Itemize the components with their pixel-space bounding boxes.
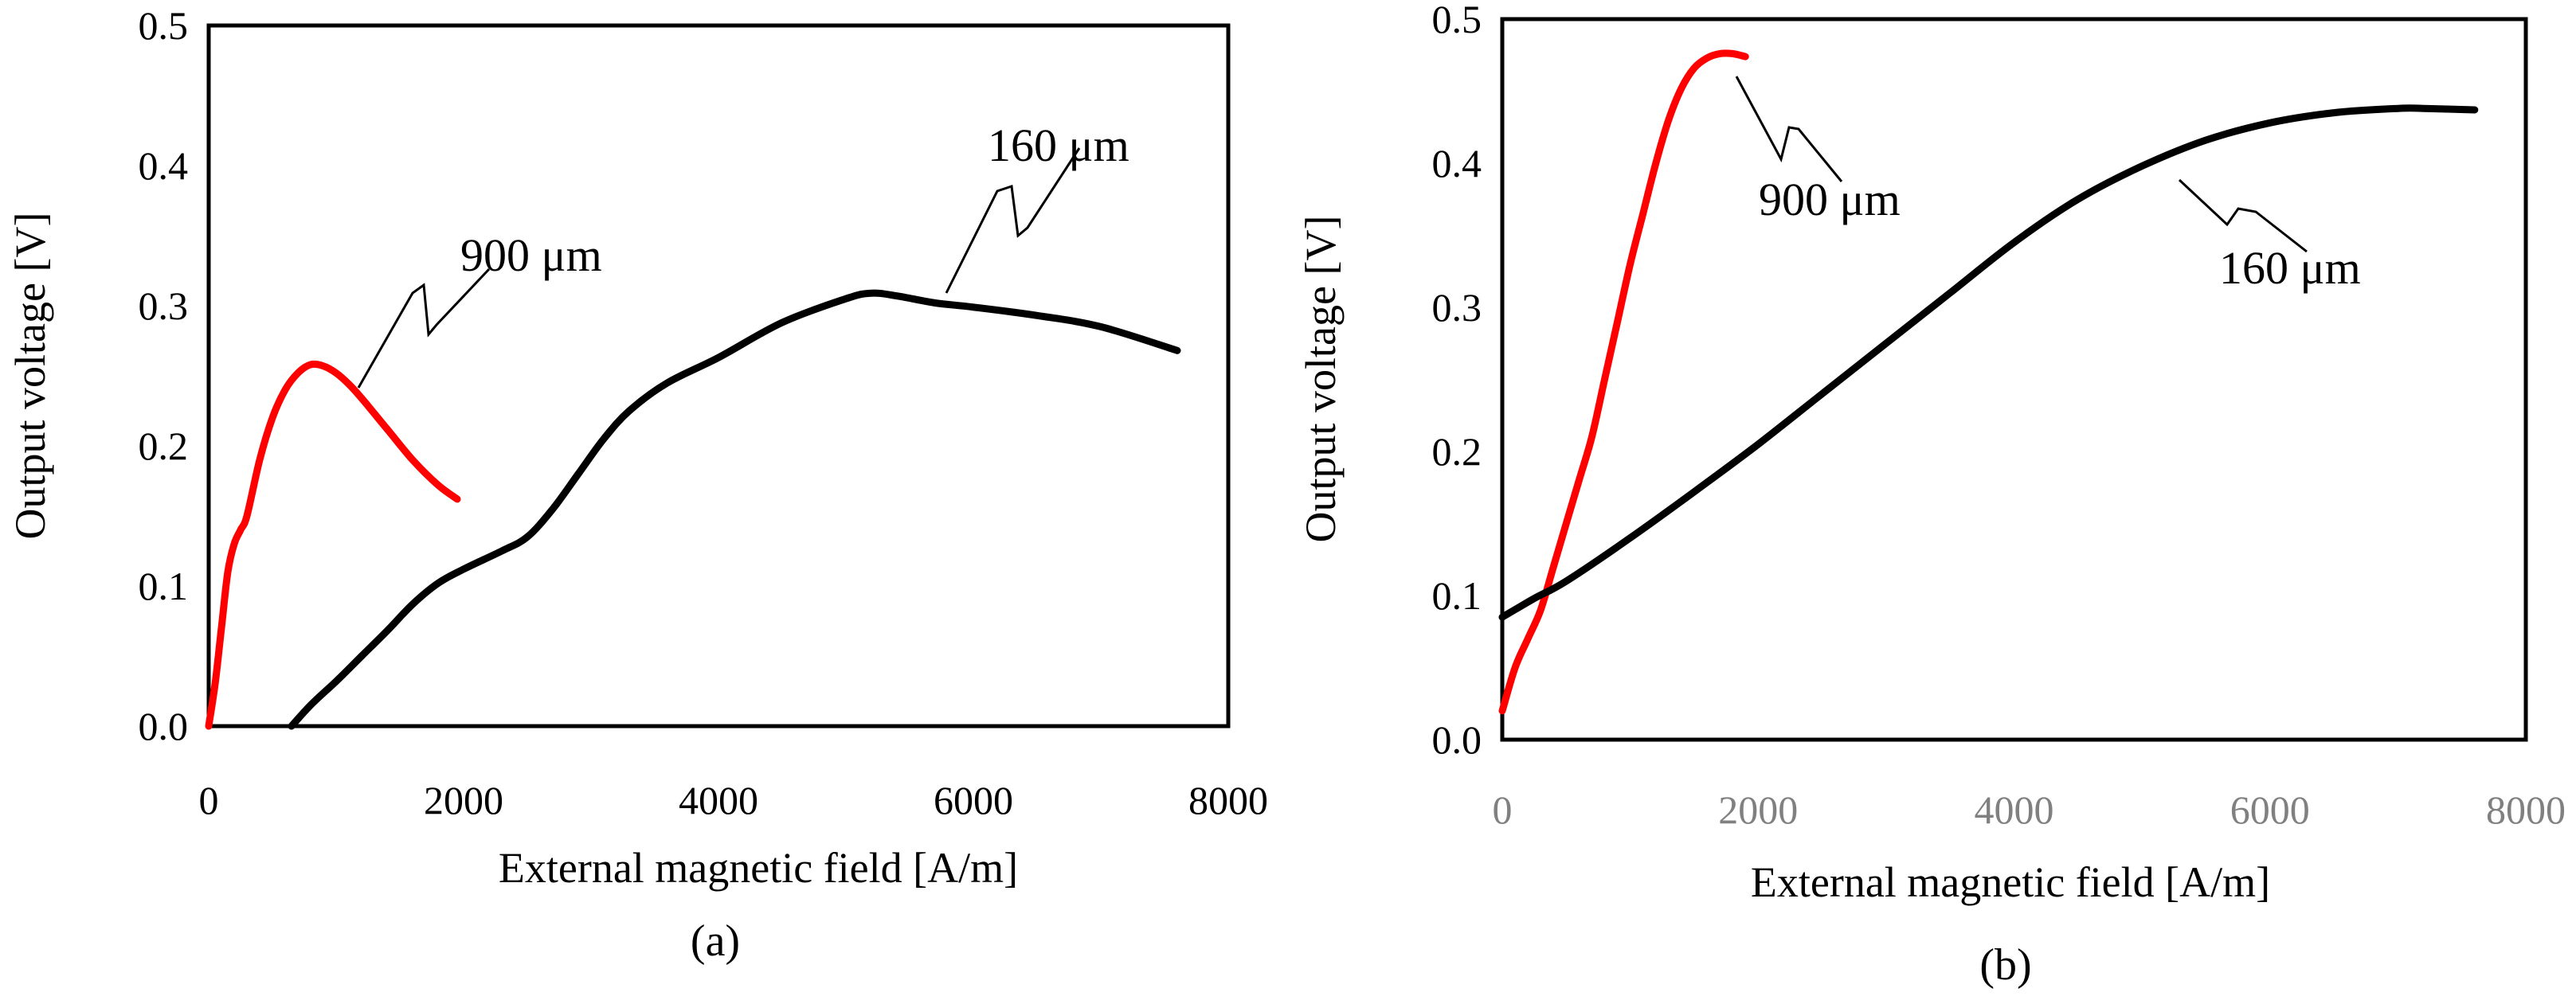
y-tick-labels-b: 0.0 0.1 0.2 0.3 0.4 0.5	[1432, 0, 1482, 762]
annotation-leader-160um-a	[945, 147, 1081, 294]
x-tick-label: 8000	[1188, 778, 1268, 822]
x-tick-label: 4000	[679, 778, 758, 822]
y-tick-label: 0.3	[139, 283, 189, 328]
annotation-160um-a: 160 μm	[988, 119, 1129, 171]
series-line-160um	[288, 289, 1181, 730]
x-tick-label: 0	[199, 778, 219, 822]
y-tick-label: 0.4	[1432, 141, 1482, 186]
plot-area-a	[206, 23, 1231, 729]
x-axis-title-b: External magnetic field [A/m]	[1751, 858, 2270, 906]
series-line-900um	[1498, 49, 1749, 715]
series-line-900um	[205, 360, 461, 730]
y-tick-label: 0.4	[139, 143, 189, 188]
y-tick-label: 0.2	[1432, 429, 1482, 474]
annotation-900um-a: 900 μm	[460, 229, 602, 281]
plot-area-b	[1500, 17, 2528, 742]
annotation-leader-160um-b	[2178, 178, 2308, 253]
y-tick-label: 0.5	[139, 3, 189, 48]
chart-panel-a: 0.0 0.1 0.2 0.3 0.4 0.5 0 2000 4000 6000 8000 Out…	[6, 3, 1268, 966]
x-tick-labels-b: 0 2000 4000 6000 8000	[1493, 787, 2566, 832]
series-group-a	[205, 289, 1181, 730]
annotation-160um-b: 160 μm	[2219, 242, 2361, 294]
y-tick-label: 0.2	[139, 424, 189, 468]
x-tick-label: 8000	[2486, 787, 2566, 832]
y-tick-label: 0.5	[1432, 0, 1482, 41]
panel-label-b: (b)	[1979, 940, 2031, 990]
panel-label-a: (a)	[691, 916, 740, 966]
y-axis-title-a: Output voltage [V]	[6, 213, 54, 540]
y-axis-title-b: Output voltage [V]	[1297, 216, 1345, 543]
x-tick-labels-a: 0 2000 4000 6000 8000	[199, 778, 1269, 822]
chart-panel-b: 0.0 0.1 0.2 0.3 0.4 0.5 0 2000 4000 6000 8000 Out…	[1297, 0, 2566, 990]
x-tick-label: 2000	[1718, 787, 1798, 832]
y-tick-label: 0.3	[1432, 285, 1482, 330]
x-tick-label: 6000	[2230, 787, 2310, 832]
y-tick-label: 0.1	[1432, 573, 1482, 618]
series-line-160um	[1498, 104, 2479, 621]
y-tick-label: 0.0	[139, 704, 189, 748]
series-group-b	[1498, 49, 2479, 715]
annotation-leader-900um-a	[357, 268, 491, 389]
x-tick-label: 2000	[424, 778, 503, 822]
annotation-leader-900um-b	[1735, 76, 1843, 182]
x-tick-label: 4000	[1975, 787, 2054, 832]
x-tick-label: 6000	[934, 778, 1013, 822]
y-tick-labels-a: 0.0 0.1 0.2 0.3 0.4 0.5	[139, 3, 189, 748]
y-tick-label: 0.0	[1432, 717, 1482, 762]
annotation-900um-b: 900 μm	[1759, 174, 1901, 225]
x-tick-label: 0	[1493, 787, 1513, 832]
y-tick-label: 0.1	[139, 564, 189, 608]
x-axis-title-a: External magnetic field [A/m]	[499, 844, 1018, 892]
